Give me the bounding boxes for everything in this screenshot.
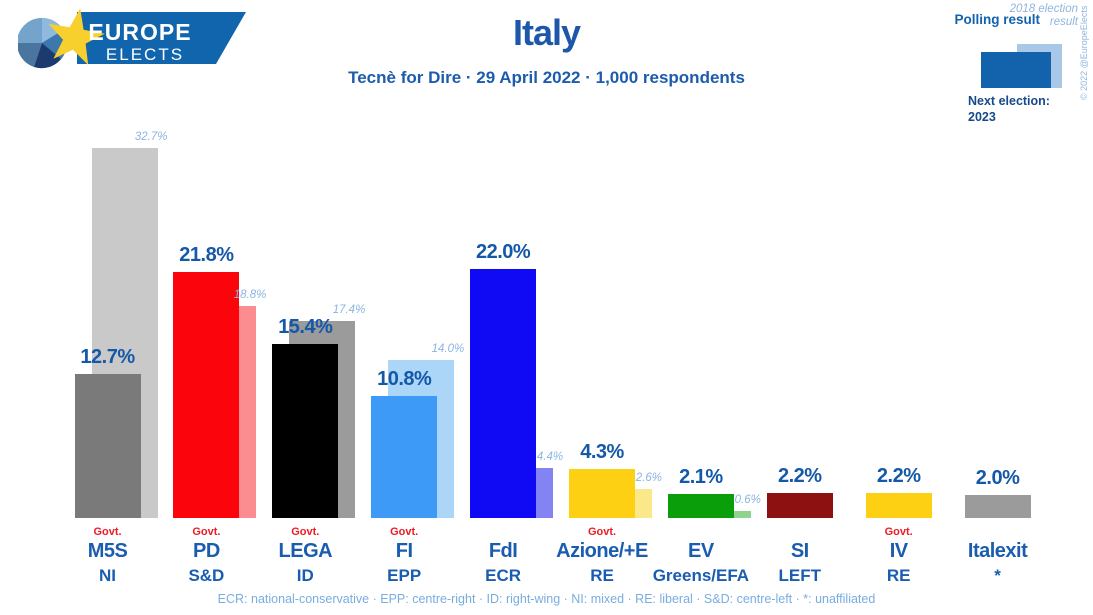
party-name-si: SI	[790, 540, 809, 562]
polling-bar-ev	[667, 494, 734, 518]
logo-text-europe: EUROPE	[88, 19, 191, 45]
legend-election-label: 2018 election result	[1009, 3, 1078, 28]
europe-elects-logo: EUROPE ELECTS	[18, 8, 246, 69]
group-abbreviation-key: ECR: national-conservative · EPP: centre…	[217, 592, 876, 606]
next-election-label: Next election:	[968, 94, 1050, 108]
polling-bar-m5s	[74, 374, 141, 518]
party-name-pd: PD	[192, 540, 220, 562]
party-name-m5s: M5S	[87, 540, 128, 562]
party-name-iv: IV	[889, 540, 908, 562]
polling-value-ev: 2.1%	[679, 466, 723, 489]
polling-bar-fi	[371, 395, 438, 518]
election-value-fdi: 4.4%	[536, 451, 564, 464]
polling-bar-lega	[272, 343, 339, 518]
election-value-ev: 0.6%	[734, 494, 761, 507]
poll-subtitle: Tecnè for Dire · 29 April 2022 · 1,000 r…	[348, 68, 745, 87]
page-title: Italy	[512, 12, 581, 53]
star-icon	[48, 8, 105, 65]
copyright-note: © 2022 @EuropeElects	[1079, 5, 1089, 100]
party-name-fi: FI	[395, 540, 413, 562]
polling-value-azione-e: 4.3%	[580, 441, 624, 464]
polling-value-iv: 2.2%	[876, 465, 921, 488]
party-group-italexit: *	[994, 566, 1001, 585]
polling-bar-pd	[173, 271, 240, 518]
polling-value-m5s: 12.7%	[80, 346, 135, 369]
party-group-fi: EPP	[387, 566, 422, 585]
polling-bar-azione-e	[569, 469, 635, 518]
party-group-m5s: NI	[99, 566, 116, 585]
party-group-pd: S&D	[188, 566, 225, 585]
logo-banner	[77, 12, 246, 64]
polling-value-fdi: 22.0%	[475, 241, 531, 264]
party-name-ev: EV	[688, 540, 714, 562]
polling-value-lega: 15.4%	[278, 315, 333, 338]
govt-label-iv: Govt.	[884, 526, 913, 538]
party-group-fdi: ECR	[485, 566, 522, 585]
party-name-italexit: Italexit	[967, 540, 1028, 562]
logo-text-elects: ELECTS	[106, 45, 184, 64]
govt-label-fi: Govt.	[390, 526, 419, 538]
legend-polling-bar	[981, 52, 1051, 88]
election-value-lega: 17.4%	[332, 304, 366, 317]
party-name-azione-e: Azione/+E	[556, 540, 648, 562]
govt-label-lega: Govt.	[291, 526, 320, 538]
election-value-azione-e: 2.6%	[635, 471, 662, 484]
govt-label-m5s: Govt.	[93, 526, 122, 538]
next-election-year: 2023	[968, 110, 996, 124]
polling-bar-iv	[865, 493, 932, 518]
election-value-m5s: 32.7%	[134, 131, 168, 144]
party-group-iv: RE	[886, 566, 911, 585]
party-group-azione-e: RE	[590, 566, 614, 585]
election-value-fi: 14.0%	[431, 342, 465, 355]
polling-value-si: 2.2%	[778, 465, 822, 488]
party-group-si: LEFT	[778, 566, 822, 585]
polling-value-pd: 21.8%	[179, 243, 234, 266]
party-group-ev: Greens/EFA	[652, 566, 750, 585]
polling-bar-italexit	[964, 495, 1031, 518]
polling-value-fi: 10.8%	[377, 367, 432, 390]
legend-polling-label: Polling result	[954, 12, 1040, 27]
party-group-lega: ID	[296, 566, 314, 585]
next-election-note: Next election: 2023	[968, 93, 1088, 125]
party-name-lega: LEGA	[278, 540, 333, 562]
govt-label-pd: Govt.	[192, 526, 221, 538]
election-value-pd: 18.8%	[233, 288, 267, 301]
polling-value-italexit: 2.0%	[975, 467, 1020, 490]
party-name-fdi: FdI	[488, 540, 518, 562]
govt-label-azione-e: Govt.	[587, 526, 617, 538]
polling-bar-fdi	[470, 269, 537, 518]
polling-bar-si	[766, 493, 833, 518]
